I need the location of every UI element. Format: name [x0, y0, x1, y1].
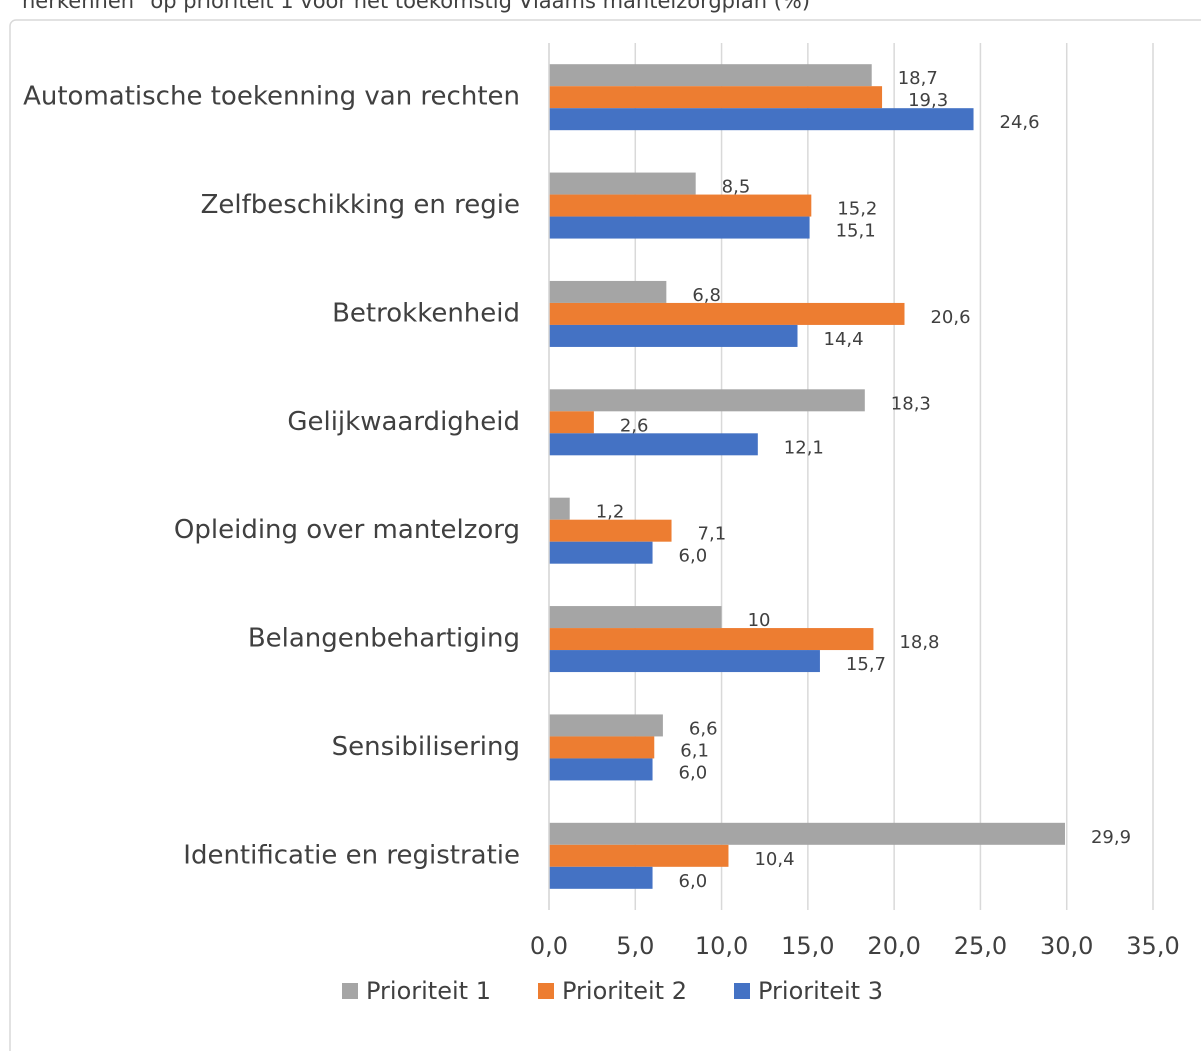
bar	[549, 822, 1065, 845]
chart-title: herkennen" op prioriteit 1 voor het toek…	[22, 0, 810, 13]
y-tick-label: Belangenbehartiging	[248, 624, 520, 654]
bar	[549, 866, 653, 889]
legend-label: Prioriteit 2	[562, 977, 687, 1005]
value-label: 24,6	[1000, 112, 1040, 133]
y-tick-label: Automatische toekenning van rechten	[23, 82, 520, 112]
value-label: 2,6	[620, 415, 649, 436]
bar	[549, 606, 722, 629]
y-tick-label: Opleiding over mantelzorg	[174, 515, 520, 545]
value-label: 14,4	[824, 329, 864, 350]
legend-swatch	[342, 983, 358, 999]
value-label: 1,2	[596, 502, 625, 523]
x-tick-label: 30,0	[1040, 932, 1093, 960]
bar	[549, 497, 570, 520]
x-tick-label: 35,0	[1126, 932, 1179, 960]
value-label: 12,1	[784, 437, 824, 458]
bar	[549, 411, 594, 434]
bar	[549, 758, 653, 781]
y-tick-label: Identificatie en registratie	[183, 840, 520, 870]
value-label: 6,6	[689, 718, 718, 739]
bar	[549, 194, 812, 217]
value-label: 15,1	[836, 221, 876, 242]
value-label: 6,0	[679, 546, 708, 567]
x-tick-label: 10,0	[695, 932, 748, 960]
bar	[549, 650, 820, 673]
legend-swatch	[734, 983, 750, 999]
value-label: 6,8	[692, 285, 721, 306]
y-tick-label: Sensibilisering	[332, 732, 520, 762]
y-tick-label: Zelfbeschikking en regie	[201, 190, 520, 220]
value-label: 7,1	[698, 524, 727, 545]
x-tick-label: 5,0	[616, 932, 654, 960]
value-label: 20,6	[930, 307, 970, 328]
value-label: 18,8	[899, 632, 939, 653]
x-tick-label: 0,0	[530, 932, 568, 960]
bar	[549, 86, 883, 109]
value-label: 6,0	[679, 762, 708, 783]
x-tick-label: 15,0	[781, 932, 834, 960]
legend-label: Prioriteit 3	[758, 977, 883, 1005]
value-label: 10	[748, 610, 771, 631]
legend-swatch	[538, 983, 554, 999]
legend-label: Prioriteit 1	[366, 977, 491, 1005]
value-label: 10,4	[754, 849, 794, 870]
bar	[549, 108, 974, 131]
x-tick-label: 25,0	[954, 932, 1007, 960]
bar	[549, 216, 810, 239]
value-label: 19,3	[908, 90, 948, 111]
value-label: 8,5	[722, 177, 751, 198]
value-label: 15,7	[846, 654, 886, 675]
bar	[549, 541, 653, 564]
bar	[549, 844, 729, 867]
bar	[549, 324, 798, 347]
bar	[549, 280, 667, 303]
value-label: 6,1	[680, 740, 709, 761]
value-label: 18,3	[891, 393, 931, 414]
bar	[549, 302, 905, 325]
value-label: 29,9	[1091, 827, 1131, 848]
bar	[549, 389, 865, 412]
bar	[549, 519, 672, 542]
value-label: 18,7	[898, 68, 938, 89]
bar	[549, 172, 696, 195]
bar	[549, 714, 663, 737]
value-label: 6,0	[679, 871, 708, 892]
bar	[549, 64, 872, 87]
x-tick-label: 20,0	[867, 932, 920, 960]
bar	[549, 433, 758, 456]
y-tick-label: Gelijkwaardigheid	[287, 407, 520, 437]
y-tick-label: Betrokkenheid	[332, 298, 520, 328]
bar	[549, 628, 874, 651]
bar	[549, 736, 655, 759]
value-label: 15,2	[837, 199, 877, 220]
